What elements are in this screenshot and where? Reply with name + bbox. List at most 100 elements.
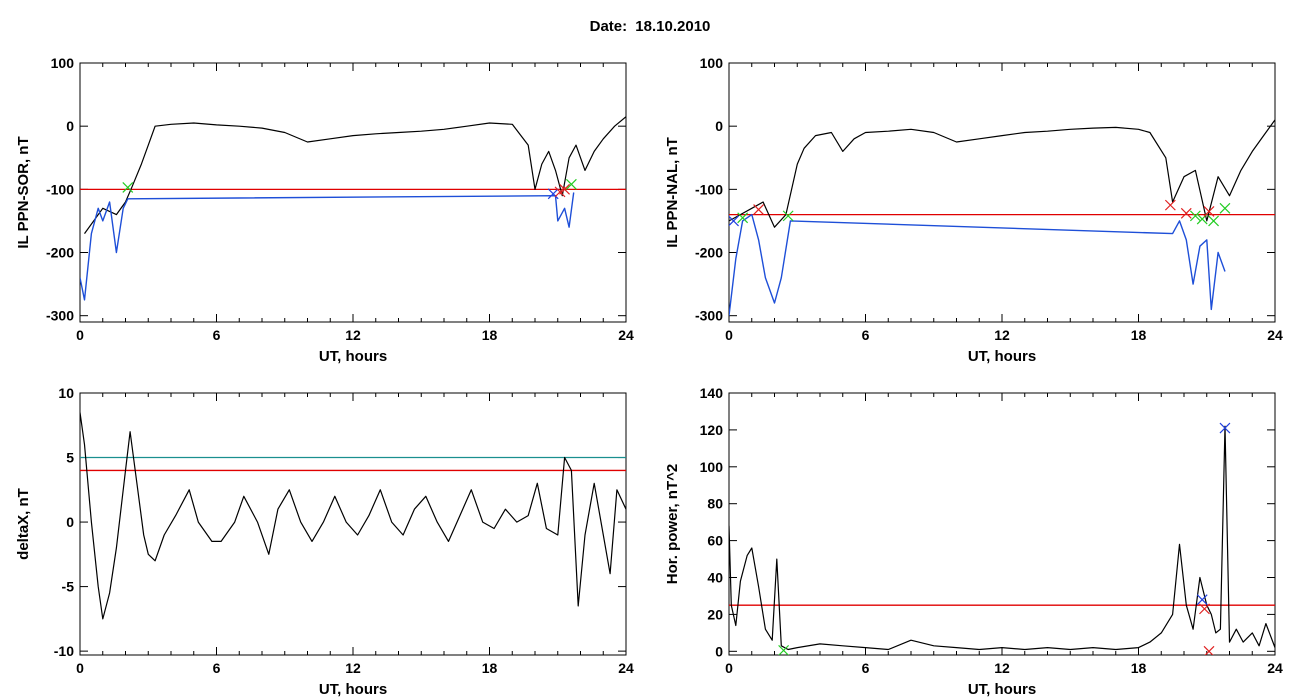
x-marker [1180,207,1192,219]
x-axis-title: UT, hours [319,681,387,698]
x-tick-label: 0 [725,327,733,343]
x-marker-stroke [1164,199,1176,211]
chart-panel-1: 0 6 12 18 24 100 0 -100 -200 -300 UT, hours IL PPN-… [15,55,634,365]
x-marker-stroke [778,644,790,655]
x-marker [122,182,134,193]
x-axis-title: UT, hours [968,348,1036,365]
x-tick-label: 12 [994,327,1010,343]
y-tick-label: 100 [51,55,75,71]
x-marker [1196,594,1208,606]
x-marker [778,644,790,655]
x-tick-label: 6 [862,660,870,676]
y-tick-label: 0 [715,118,723,134]
x-axis-title: UT, hours [319,348,387,365]
y-tick-label: 20 [707,606,723,622]
data-layer [80,116,626,301]
x-marker-stroke [1219,422,1231,434]
y-tick-label: -100 [46,181,74,197]
x-tick-label: 18 [1131,660,1147,676]
x-tick-label: 12 [994,660,1010,676]
y-tick-label: 0 [66,118,74,134]
x-marker-stroke [1196,594,1208,606]
figure-title: Date: 18.10.2010 [589,18,711,35]
y-tick-label: -200 [695,245,723,261]
x-tick-label: 24 [1267,327,1283,343]
x-marker-stroke [559,183,570,195]
x-marker [1199,603,1210,615]
x-tick-label: 12 [345,660,361,676]
x-marker [559,183,570,195]
x-tick-label: 0 [76,660,84,676]
y-tick-label: 40 [707,570,723,586]
y-tick-label: -5 [62,579,75,595]
x-marker-stroke [753,204,764,215]
y-tick-label: 100 [700,55,724,71]
y-tick-label: 80 [707,496,723,512]
y-axis-title: Hor. power, nT^2 [664,464,681,584]
x-marker-stroke [782,210,794,222]
x-marker [1189,210,1201,222]
x-tick-label: 18 [482,660,498,676]
x-marker-stroke [1203,206,1215,217]
series-line-1 [80,412,626,620]
y-axis-title: IL PPN-SOR, nT [15,136,32,248]
y-tick-label: 10 [58,385,74,401]
series-line-1 [729,425,1275,651]
y-tick-label: 120 [700,422,724,438]
y-tick-label: -200 [46,245,74,261]
series-line-1 [84,116,626,234]
y-tick-label: -300 [695,308,723,324]
y-tick-label: -10 [54,643,74,659]
x-marker [1203,206,1215,217]
x-marker-stroke [1199,603,1210,615]
y-tick-label: 60 [707,533,723,549]
x-marker-stroke [565,178,577,190]
x-marker-stroke [547,188,559,200]
x-marker [547,188,559,200]
plot-frame [79,392,627,656]
x-marker-stroke [1180,207,1192,219]
x-marker [1164,199,1176,211]
x-marker [1208,215,1219,227]
chart-panel-2: 0 6 12 18 24 100 0 -100 -200 -300 UT, hours IL PPN-… [664,55,1283,365]
series-line-2 [80,192,575,301]
y-tick-label: -100 [695,181,723,197]
y-axis-title: deltaX, nT [15,488,32,560]
x-tick-label: 0 [725,660,733,676]
x-tick-label: 24 [618,327,634,343]
x-marker-stroke [1219,202,1231,214]
x-tick-label: 18 [1131,327,1147,343]
data-layer [729,422,1275,655]
x-tick-label: 6 [862,327,870,343]
chart-panel-3: 0 6 12 18 24 10 5 0 -5 -10 UT, hours deltaX, nT [15,385,634,698]
series-line-2 [729,213,1226,316]
x-marker-stroke [1189,210,1201,222]
plot-frame [79,62,627,323]
data-layer [729,119,1275,316]
x-marker-stroke [729,215,739,227]
y-tick-label: 5 [66,450,74,466]
x-marker [737,212,749,224]
x-marker [1219,422,1231,434]
plot-frame [728,392,1276,656]
x-marker-stroke [122,182,134,193]
x-marker [753,204,764,215]
x-tick-label: 12 [345,327,361,343]
y-tick-label: 100 [700,459,724,475]
x-marker [782,210,794,222]
y-tick-label: -300 [46,308,74,324]
y-axis-title: IL PPN-NAL, nT [664,137,681,248]
series-line-1 [729,119,1275,228]
x-tick-label: 18 [482,327,498,343]
y-tick-label: 140 [700,385,724,401]
x-marker-stroke [1204,645,1215,655]
x-marker [1219,202,1231,214]
y-tick-label: 0 [715,643,723,659]
x-marker [565,178,577,190]
chart-panel-4: 0 6 12 18 24 140 120 100 80 60 40 20 0 UT, hours Hor. … [664,385,1283,698]
x-tick-label: 24 [1267,660,1283,676]
x-marker-stroke [737,212,749,224]
x-axis-title: UT, hours [968,681,1036,698]
x-tick-label: 6 [213,327,221,343]
y-tick-label: 0 [66,514,74,530]
